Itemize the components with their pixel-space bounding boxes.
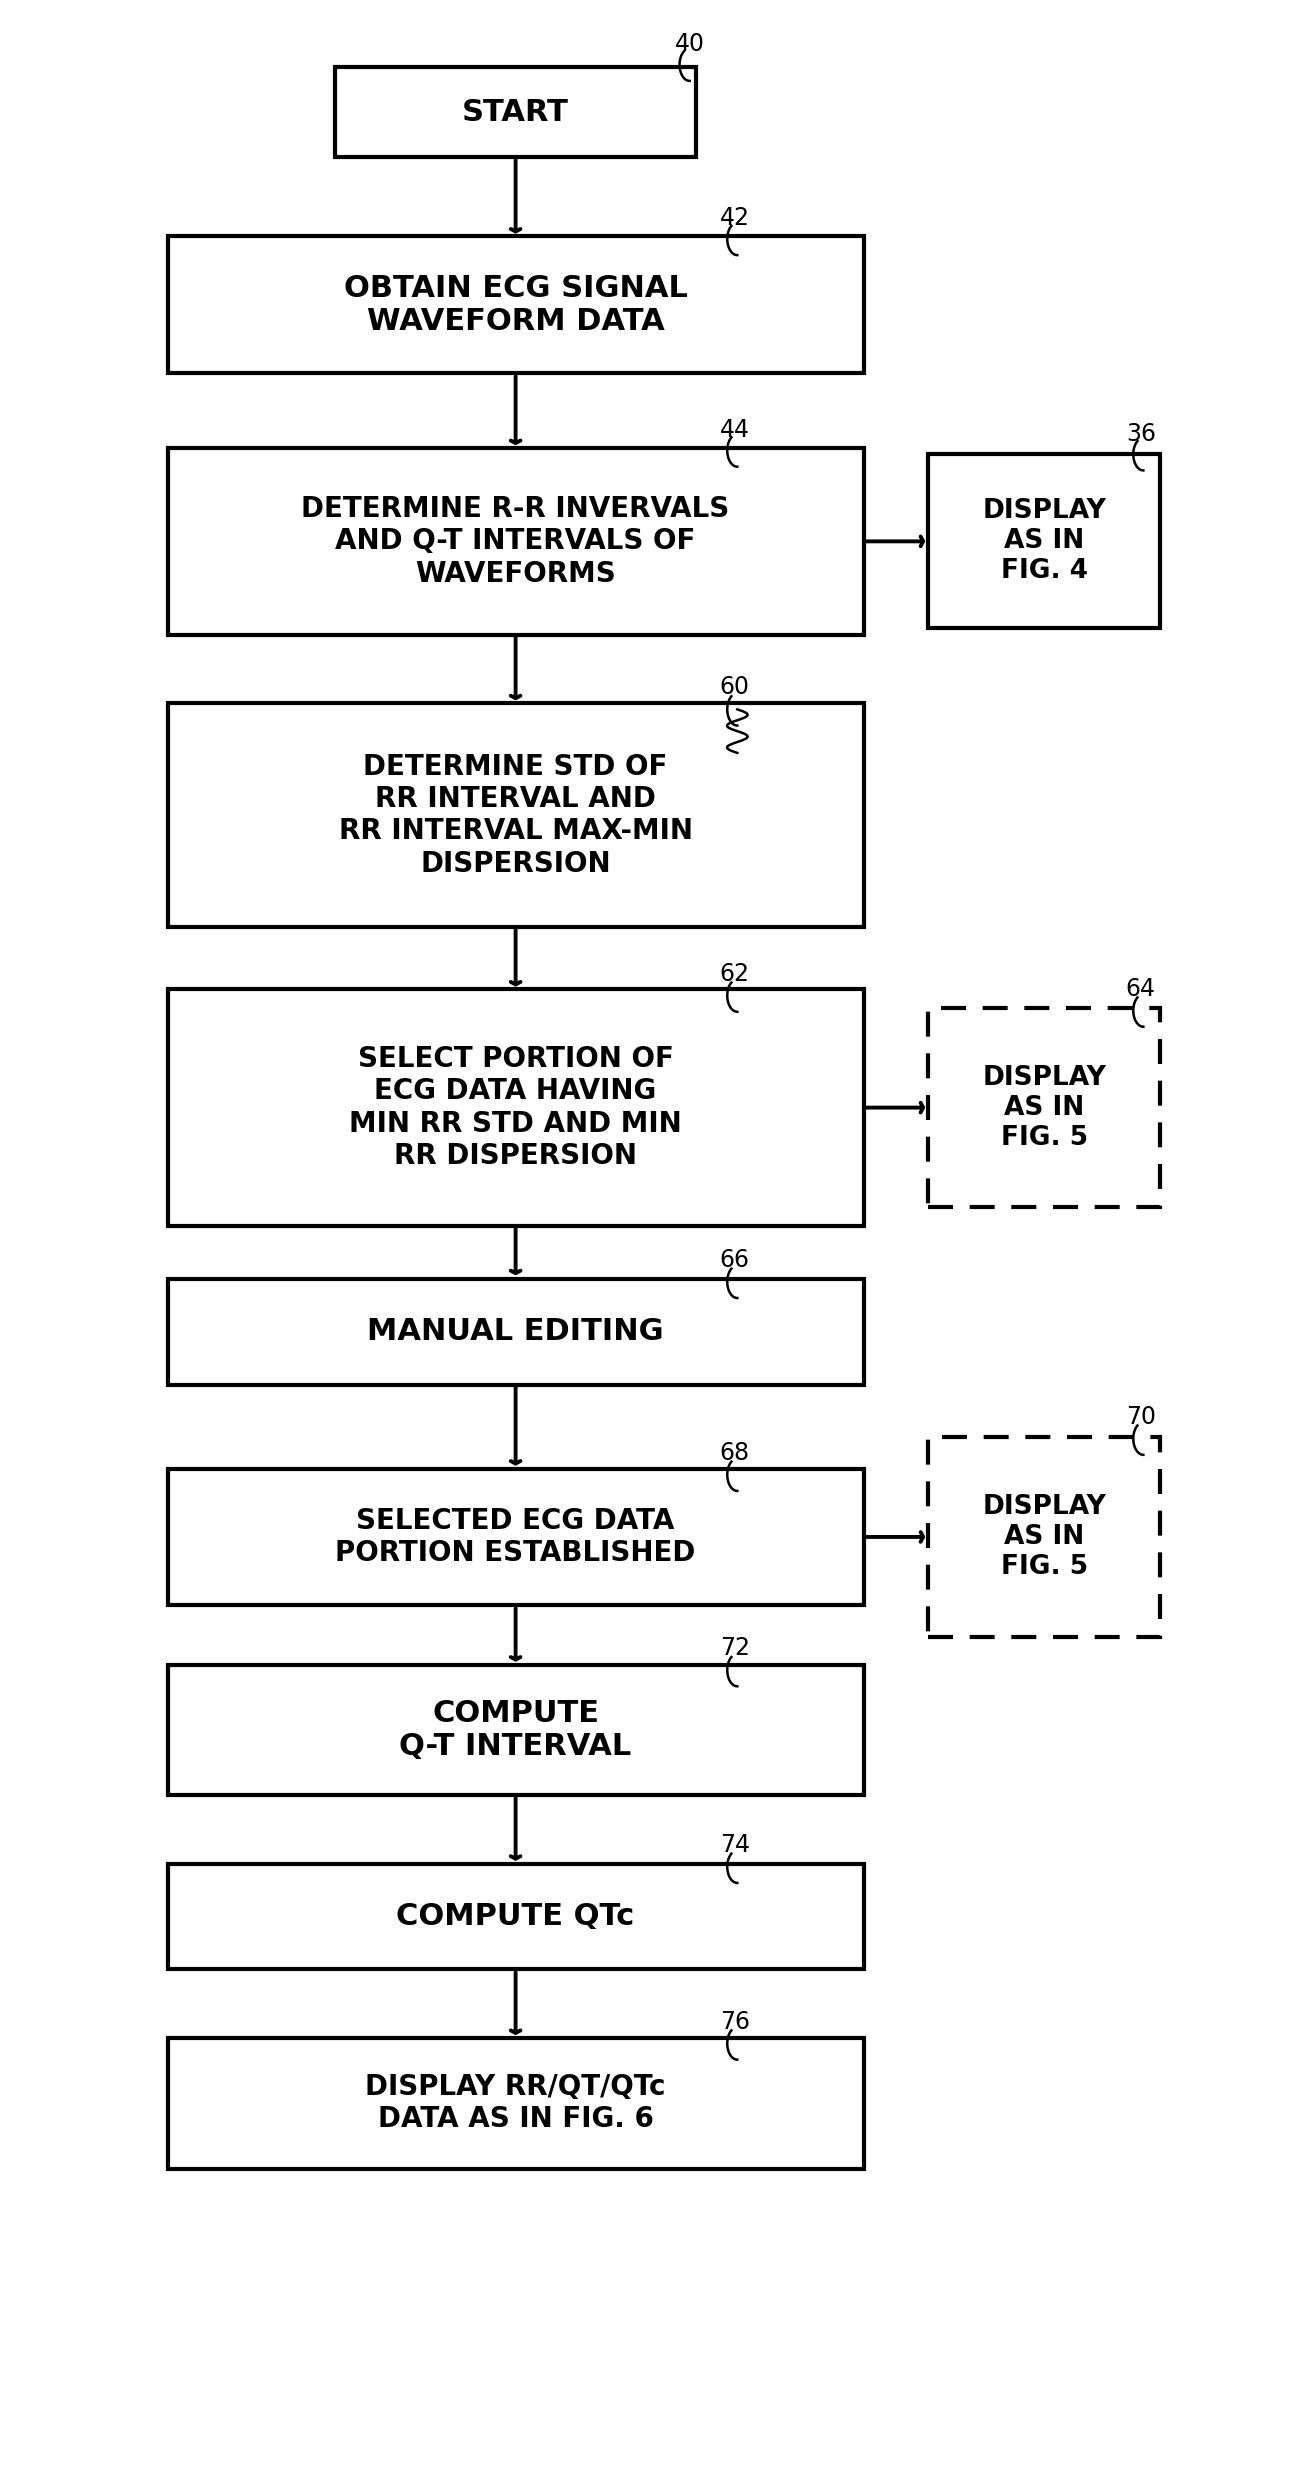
FancyBboxPatch shape <box>928 1436 1160 1638</box>
Text: DISPLAY
AS IN
FIG. 4: DISPLAY AS IN FIG. 4 <box>982 498 1106 585</box>
FancyBboxPatch shape <box>168 1469 864 1605</box>
FancyBboxPatch shape <box>168 1665 864 1795</box>
Text: 70: 70 <box>1125 1404 1156 1429</box>
FancyBboxPatch shape <box>168 1279 864 1384</box>
FancyBboxPatch shape <box>168 1864 864 1969</box>
Text: SELECTED ECG DATA
PORTION ESTABLISHED: SELECTED ECG DATA PORTION ESTABLISHED <box>335 1506 696 1568</box>
FancyBboxPatch shape <box>168 448 864 635</box>
FancyBboxPatch shape <box>168 702 864 928</box>
Text: 68: 68 <box>719 1441 750 1464</box>
Text: DETERMINE STD OF
RR INTERVAL AND
RR INTERVAL MAX-MIN
DISPERSION: DETERMINE STD OF RR INTERVAL AND RR INTE… <box>339 752 692 879</box>
Text: 74: 74 <box>719 1832 750 1857</box>
Text: 60: 60 <box>719 675 750 699</box>
Text: COMPUTE QTc: COMPUTE QTc <box>397 1902 634 1931</box>
Text: DISPLAY
AS IN
FIG. 5: DISPLAY AS IN FIG. 5 <box>982 1065 1106 1150</box>
Text: SELECT PORTION OF
ECG DATA HAVING
MIN RR STD AND MIN
RR DISPERSION: SELECT PORTION OF ECG DATA HAVING MIN RR… <box>349 1045 682 1170</box>
FancyBboxPatch shape <box>168 236 864 373</box>
Text: 72: 72 <box>719 1635 750 1660</box>
FancyBboxPatch shape <box>168 2038 864 2168</box>
FancyBboxPatch shape <box>928 453 1160 627</box>
Text: 76: 76 <box>719 2009 750 2034</box>
FancyBboxPatch shape <box>335 67 696 157</box>
Text: 40: 40 <box>674 32 705 57</box>
Text: 64: 64 <box>1125 976 1156 1001</box>
Text: START: START <box>463 97 568 127</box>
Text: 66: 66 <box>719 1247 750 1272</box>
Text: OBTAIN ECG SIGNAL
WAVEFORM DATA: OBTAIN ECG SIGNAL WAVEFORM DATA <box>344 274 687 336</box>
Text: DETERMINE R-R INVERVALS
AND Q-T INTERVALS OF
WAVEFORMS: DETERMINE R-R INVERVALS AND Q-T INTERVAL… <box>302 495 730 587</box>
Text: MANUAL EDITING: MANUAL EDITING <box>367 1317 664 1347</box>
Text: COMPUTE
Q-T INTERVAL: COMPUTE Q-T INTERVAL <box>400 1697 632 1762</box>
Text: DISPLAY RR/QT/QTc
DATA AS IN FIG. 6: DISPLAY RR/QT/QTc DATA AS IN FIG. 6 <box>365 2073 666 2133</box>
FancyBboxPatch shape <box>928 1008 1160 1207</box>
Text: 36: 36 <box>1125 421 1156 446</box>
Text: 62: 62 <box>719 961 750 986</box>
Text: 44: 44 <box>719 418 750 443</box>
Text: 42: 42 <box>719 207 750 231</box>
Text: DISPLAY
AS IN
FIG. 5: DISPLAY AS IN FIG. 5 <box>982 1493 1106 1581</box>
FancyBboxPatch shape <box>168 988 864 1227</box>
